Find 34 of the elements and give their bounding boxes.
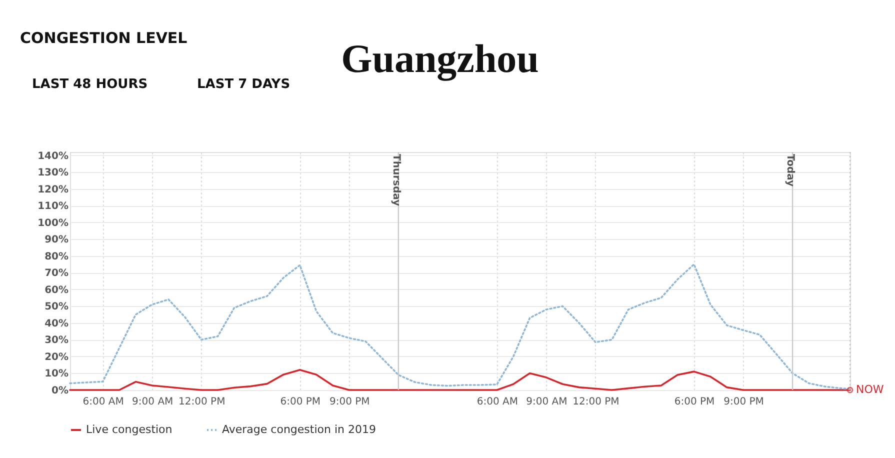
legend-label: Average congestion in 2019 xyxy=(222,423,376,436)
y-tick-label: 0% xyxy=(52,386,68,396)
y-tick-label: 110% xyxy=(38,201,68,212)
x-tick-label: 6:00 PM xyxy=(280,396,321,408)
legend-label: Live congestion xyxy=(86,423,172,436)
x-tick-label: 9:00 AM xyxy=(526,396,568,408)
y-tick-label: 140% xyxy=(38,150,68,162)
x-tick-label: 6:00 AM xyxy=(82,396,124,408)
annotation: NOW xyxy=(856,383,884,396)
text: LAST 48 HOURS xyxy=(32,77,148,92)
ref-line-label: Today xyxy=(784,154,796,187)
x-tick-label: 9:00 PM xyxy=(724,396,764,408)
y-tick-label: 10% xyxy=(44,368,68,380)
text: LAST 7 DAYS xyxy=(197,77,290,92)
x-tick-label: 12:00 PM xyxy=(178,396,226,408)
text: CONGESTION LEVEL xyxy=(20,29,188,47)
x-tick-label: 12:00 PM xyxy=(572,396,620,408)
ref-line-label: Thursday xyxy=(390,154,402,207)
y-tick-label: 60% xyxy=(44,284,68,296)
y-tick-label: 90% xyxy=(44,234,68,246)
y-tick-label: 100% xyxy=(38,218,68,229)
y-tick-label: 130% xyxy=(38,168,68,179)
y-tick-label: 120% xyxy=(38,184,68,196)
y-tick-label: 70% xyxy=(44,268,68,280)
x-tick-label: 9:00 AM xyxy=(132,396,174,408)
x-tick-label: 6:00 AM xyxy=(476,396,518,408)
y-tick-label: 80% xyxy=(44,251,68,262)
y-tick-label: 50% xyxy=(44,302,68,313)
y-tick-label: 30% xyxy=(44,335,68,346)
chart-title: Guangzhou xyxy=(341,36,539,81)
x-tick-label: 9:00 PM xyxy=(330,396,370,408)
y-tick-label: 40% xyxy=(44,318,68,330)
y-tick-label: 20% xyxy=(44,352,68,363)
x-tick-label: 6:00 PM xyxy=(674,396,715,408)
